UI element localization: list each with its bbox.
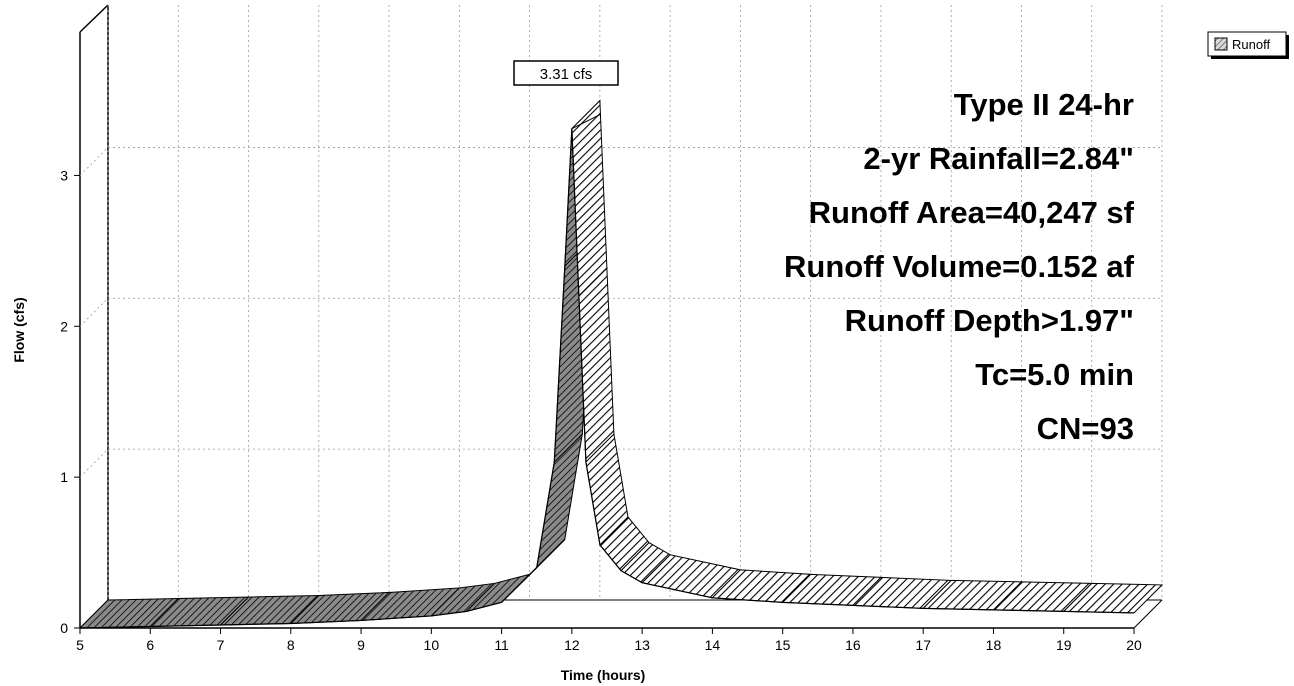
- y-gridline-side: [79, 298, 109, 327]
- x-axis-title: Time (hours): [561, 667, 646, 683]
- x-tick-label: 13: [634, 637, 650, 653]
- x-tick-label: 19: [1056, 637, 1072, 653]
- x-tick-label: 10: [424, 637, 440, 653]
- annotation-storm-type: Type II 24-hr: [954, 87, 1134, 122]
- y-axis-title: Flow (cfs): [11, 297, 27, 362]
- x-tick-label: 16: [845, 637, 861, 653]
- annotation-runoff-area: Runoff Area=40,247 sf: [809, 195, 1135, 230]
- annotation-cn: CN=93: [1037, 411, 1134, 446]
- x-tick-label: 17: [915, 637, 931, 653]
- x-tick-label: 20: [1126, 637, 1142, 653]
- runoff-peak-edge: [571, 114, 601, 130]
- annotation-rainfall: 2-yr Rainfall=2.84": [863, 141, 1134, 176]
- x-tick-label: 12: [564, 637, 580, 653]
- back-wall-top-edge: [79, 4, 109, 33]
- series-runoff: [78, 99, 1164, 629]
- y-tick-label: 1: [60, 469, 68, 485]
- y-tick-label: 2: [60, 318, 68, 334]
- x-tick-label: 5: [76, 637, 84, 653]
- x-tick-label: 8: [287, 637, 295, 653]
- annotation-tc: Tc=5.0 min: [975, 357, 1134, 392]
- annotation-runoff-volume: Runoff Volume=0.152 af: [784, 249, 1135, 284]
- legend-label-runoff: Runoff: [1232, 37, 1270, 52]
- x-tick-label: 18: [986, 637, 1002, 653]
- annotation-runoff-depth: Runoff Depth>1.97": [845, 303, 1134, 338]
- x-tick-label: 7: [217, 637, 225, 653]
- x-tick-label: 14: [705, 637, 721, 653]
- legend: Runoff: [1207, 31, 1289, 59]
- runoff-series-line: [79, 128, 1135, 629]
- x-tick-label: 6: [146, 637, 154, 653]
- y-tick-label: 3: [60, 167, 68, 183]
- peak-label-text: 3.31 cfs: [540, 66, 593, 83]
- floor-right-edge: [1133, 599, 1163, 629]
- legend-swatch-runoff: [1214, 37, 1228, 51]
- x-tick-label: 9: [357, 637, 365, 653]
- x-tick-label: 15: [775, 637, 791, 653]
- y-tick-label: 0: [60, 620, 68, 636]
- peak-label: 3.31 cfs: [513, 60, 619, 86]
- y-gridline-side: [79, 448, 109, 478]
- x-tick-label: 11: [494, 637, 509, 653]
- peak-label-box: [513, 60, 619, 86]
- hydrology-annotations: Type II 24-hr 2-yr Rainfall=2.84" Runoff…: [784, 87, 1135, 446]
- y-gridline-side: [79, 147, 109, 176]
